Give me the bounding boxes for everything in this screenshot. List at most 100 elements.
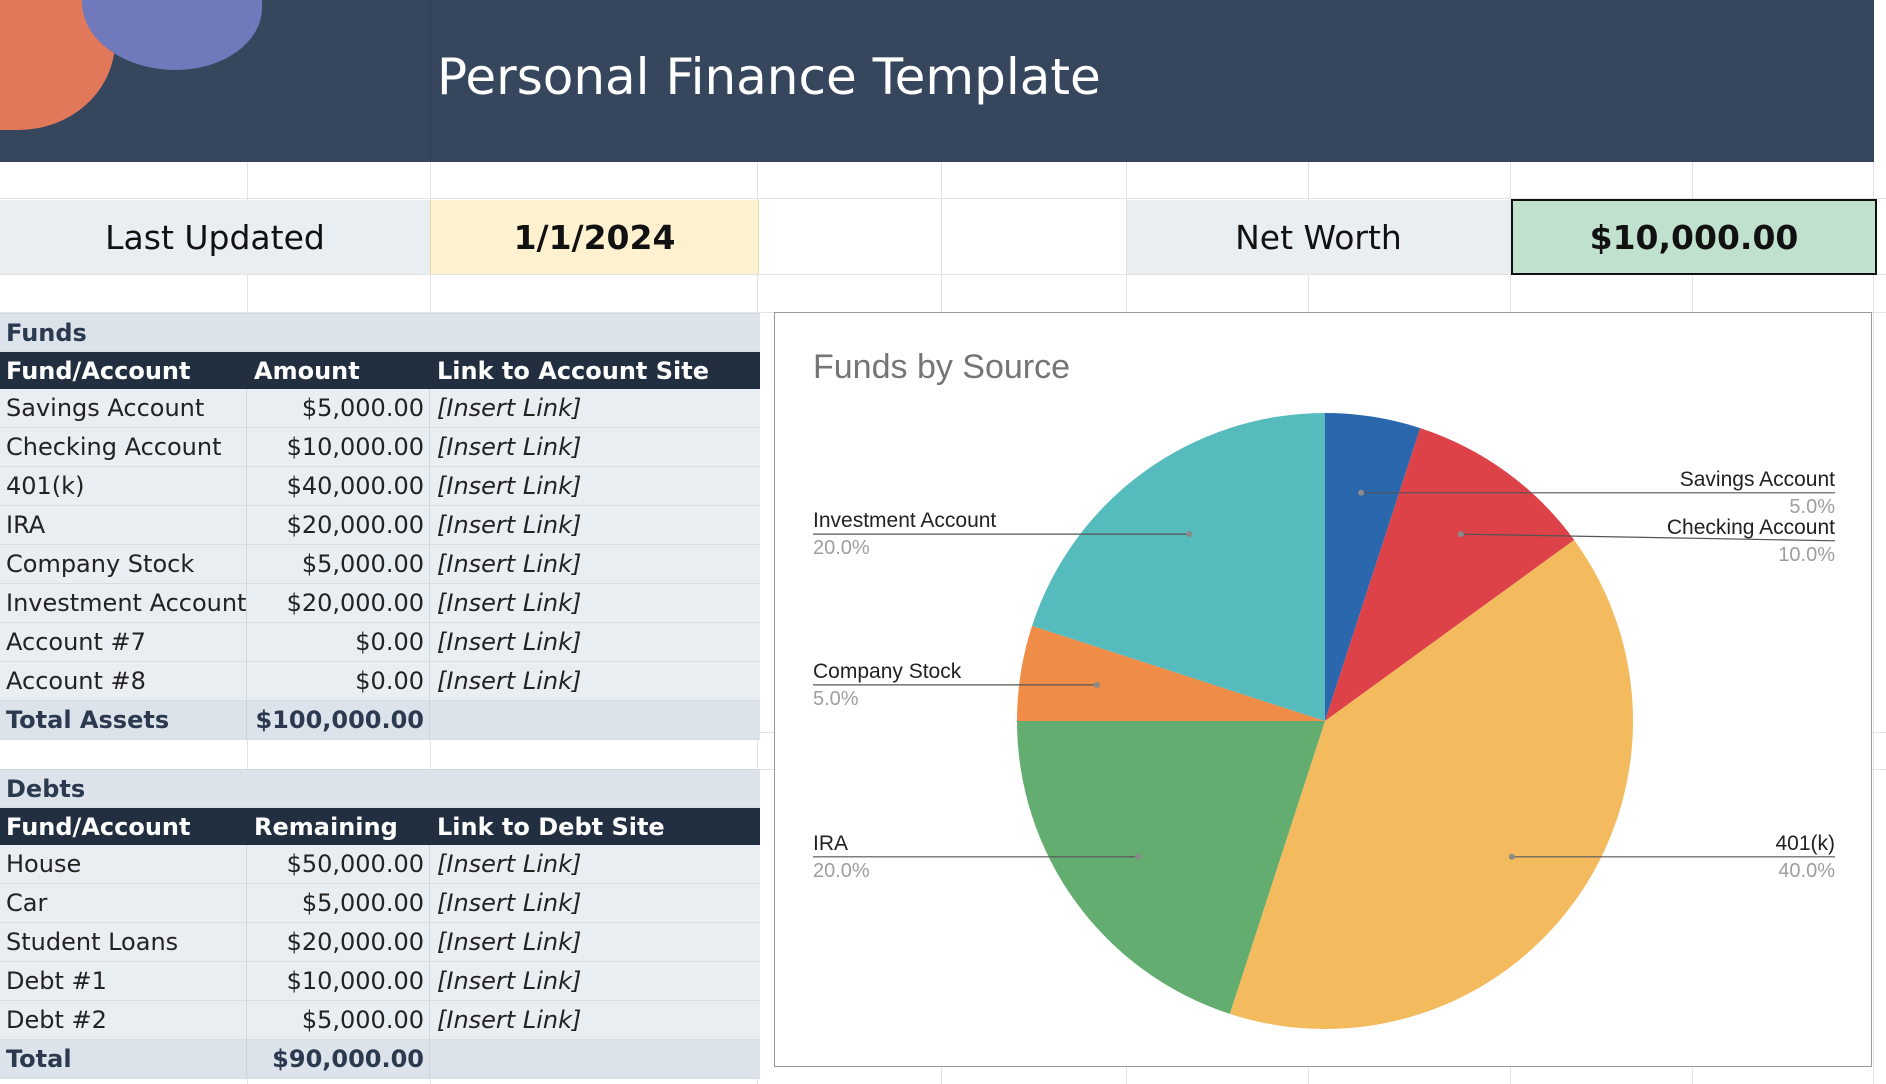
fund-link-cell[interactable]: [Insert Link] — [437, 394, 582, 422]
fund-amount-cell[interactable]: $5,000.00 — [247, 389, 430, 427]
fund-name-cell[interactable]: Checking Account — [0, 428, 247, 466]
slice-percent-ira: 20.0% — [813, 860, 870, 882]
column-header-fund-account: Fund/Account — [6, 356, 191, 385]
table-row: Company Stock $5,000.00 [Insert Link] — [0, 545, 760, 584]
debt-amount-cell[interactable]: $50,000.00 — [247, 845, 430, 883]
table-row: House $50,000.00 [Insert Link] — [0, 845, 760, 884]
fund-link-cell[interactable]: [Insert Link] — [437, 433, 582, 461]
funds-section-title: Funds — [0, 313, 760, 352]
last-updated-label: Last Updated — [0, 200, 430, 274]
debt-name-cell[interactable]: Debt #2 — [0, 1001, 247, 1039]
fund-amount-cell[interactable]: $20,000.00 — [247, 506, 430, 544]
column-header-fund-account: Fund/Account — [6, 812, 191, 841]
net-worth-label: Net Worth — [1127, 200, 1510, 274]
fund-amount-cell[interactable]: $20,000.00 — [247, 584, 430, 622]
debt-name-cell[interactable]: Student Loans — [0, 923, 247, 961]
debt-amount-cell[interactable]: $10,000.00 — [247, 962, 430, 1000]
table-row: Account #8 $0.00 [Insert Link] — [0, 662, 760, 701]
fund-link-cell[interactable]: [Insert Link] — [437, 667, 582, 695]
fund-link-cell[interactable]: [Insert Link] — [437, 511, 582, 539]
header-banner: Personal Finance Template — [0, 0, 1874, 162]
fund-link-cell[interactable]: [Insert Link] — [437, 589, 582, 617]
fund-amount-cell[interactable]: $0.00 — [247, 623, 430, 661]
fund-amount-cell[interactable]: $0.00 — [247, 662, 430, 700]
pie-slice-401-k — [1229, 539, 1634, 1030]
debt-link-cell[interactable]: [Insert Link] — [437, 850, 582, 878]
column-header-remaining: Remaining — [254, 812, 398, 841]
funds-table: Funds Fund/Account Amount Link to Accoun… — [0, 313, 760, 740]
debt-link-cell[interactable]: [Insert Link] — [437, 889, 582, 917]
fund-link-cell[interactable]: [Insert Link] — [437, 628, 582, 656]
column-header-link: Link to Debt Site — [437, 812, 665, 841]
table-row: Car $5,000.00 [Insert Link] — [0, 884, 760, 923]
table-row: Account #7 $0.00 [Insert Link] — [0, 623, 760, 662]
debt-amount-cell[interactable]: $5,000.00 — [247, 884, 430, 922]
fund-link-cell[interactable]: [Insert Link] — [437, 550, 582, 578]
slice-label-ira: IRA — [813, 832, 848, 855]
slice-percent-savings-account: 5.0% — [1789, 496, 1835, 518]
slice-label-investment-account: Investment Account — [813, 509, 996, 532]
table-row: Debt #2 $5,000.00 [Insert Link] — [0, 1001, 760, 1040]
page-title: Personal Finance Template — [437, 48, 1101, 106]
slice-percent-checking-account: 10.0% — [1778, 544, 1835, 566]
leader-dot-savings-account — [1358, 489, 1365, 496]
fund-name-cell[interactable]: IRA — [0, 506, 247, 544]
debts-total-row: Total $90,000.00 — [0, 1040, 760, 1079]
table-row: IRA $20,000.00 [Insert Link] — [0, 506, 760, 545]
table-row: Debt #1 $10,000.00 [Insert Link] — [0, 962, 760, 1001]
slice-percent-company-stock: 5.0% — [813, 688, 859, 710]
total-assets-value[interactable]: $100,000.00 — [247, 701, 430, 739]
leader-dot-company-stock — [1093, 681, 1100, 688]
net-worth-value[interactable]: $10,000.00 — [1511, 199, 1877, 275]
debt-amount-cell[interactable]: $5,000.00 — [247, 1001, 430, 1039]
pie-slice-checking-account — [1325, 428, 1575, 721]
column-header-link: Link to Account Site — [437, 356, 710, 385]
funds-by-source-chart[interactable]: Funds by Source Savings Account 5.0% Checki… — [774, 312, 1872, 1067]
fund-name-cell[interactable]: Account #7 — [0, 623, 247, 661]
debt-link-cell[interactable]: [Insert Link] — [437, 1006, 582, 1034]
fund-amount-cell[interactable]: $40,000.00 — [247, 467, 430, 505]
leader-line-checking-account — [1460, 533, 1836, 542]
fund-amount-cell[interactable]: $5,000.00 — [247, 545, 430, 583]
debts-table: Debts Fund/Account Remaining Link to Deb… — [0, 769, 760, 1079]
fund-name-cell[interactable]: Savings Account — [0, 389, 247, 427]
leader-dot-checking-account — [1457, 531, 1464, 538]
total-debts-value[interactable]: $90,000.00 — [247, 1040, 430, 1078]
debts-section-title: Debts — [0, 769, 760, 808]
pie-slice-ira — [1017, 721, 1325, 1014]
debt-link-cell[interactable]: [Insert Link] — [437, 928, 582, 956]
leader-dot-401-k — [1508, 853, 1515, 860]
fund-link-cell[interactable]: [Insert Link] — [437, 472, 582, 500]
slice-label-checking-account: Checking Account — [1667, 516, 1835, 539]
funds-total-row: Total Assets $100,000.00 — [0, 701, 760, 740]
pie-slice-company-stock — [1017, 625, 1325, 721]
leader-dot-ira — [1135, 853, 1142, 860]
slice-percent-investment-account: 20.0% — [813, 537, 870, 559]
table-row: 401(k) $40,000.00 [Insert Link] — [0, 467, 760, 506]
debt-name-cell[interactable]: House — [0, 845, 247, 883]
pie-slice-investment-account — [1032, 413, 1325, 721]
banner-column-divider — [430, 0, 431, 162]
column-header-amount: Amount — [254, 356, 360, 385]
fund-name-cell[interactable]: 401(k) — [0, 467, 247, 505]
funds-section-title-text: Funds — [6, 318, 87, 347]
table-row: Investment Account $20,000.00 [Insert Li… — [0, 584, 760, 623]
fund-name-cell[interactable]: Company Stock — [0, 545, 247, 583]
slice-percent-401-k: 40.0% — [1778, 860, 1835, 882]
last-updated-value[interactable]: 1/1/2024 — [430, 200, 759, 274]
debt-link-cell[interactable]: [Insert Link] — [437, 967, 582, 995]
chart-title: Funds by Source — [813, 348, 1070, 386]
debt-amount-cell[interactable]: $20,000.00 — [247, 923, 430, 961]
pie-slice-savings-account — [1325, 413, 1421, 721]
fund-name-cell[interactable]: Account #8 — [0, 662, 247, 700]
debt-name-cell[interactable]: Car — [0, 884, 247, 922]
fund-name-cell[interactable]: Investment Account — [0, 584, 247, 622]
total-debts-label: Total — [0, 1040, 247, 1078]
table-row: Savings Account $5,000.00 [Insert Link] — [0, 389, 760, 428]
slice-label-company-stock: Company Stock — [813, 660, 962, 683]
table-row: Student Loans $20,000.00 [Insert Link] — [0, 923, 760, 962]
fund-amount-cell[interactable]: $10,000.00 — [247, 428, 430, 466]
debt-name-cell[interactable]: Debt #1 — [0, 962, 247, 1000]
funds-header-row: Fund/Account Amount Link to Account Site — [0, 352, 760, 389]
